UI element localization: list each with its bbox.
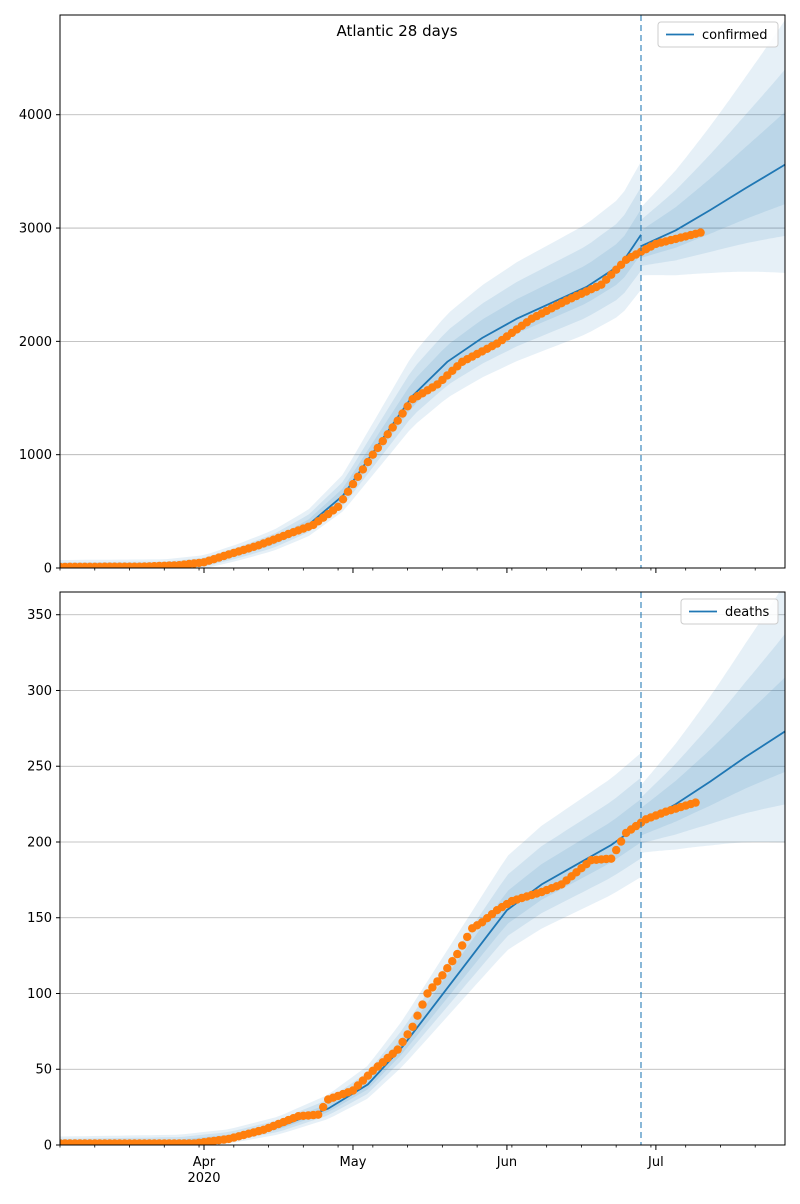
observed-point [408, 1022, 417, 1031]
uncertainty-band [641, 677, 785, 836]
forecast-line [640, 163, 785, 248]
confirmed-panel: 0 1000 2000 3000 4000 confirmed [19, 14, 786, 577]
y-tick-label: 0 [44, 562, 52, 577]
observed-point [393, 416, 402, 425]
y-tick-label: 200 [27, 835, 52, 850]
observed-point [383, 430, 392, 439]
observed-point [378, 436, 387, 446]
legend-box [657, 21, 779, 48]
uncertainty-band [641, 69, 785, 266]
y-tick-label: 150 [27, 911, 52, 926]
observed-point [398, 1037, 407, 1047]
observed-point [403, 1030, 412, 1039]
x-tick-label: Jul [647, 1155, 664, 1170]
observed-point [358, 465, 368, 474]
plot-area [60, 20, 785, 568]
observed-point [343, 487, 353, 496]
observed-point [393, 1045, 402, 1054]
uncertainty-band [641, 634, 785, 844]
observed-point [612, 845, 621, 855]
legend-box [680, 598, 779, 625]
x-tick-label: Jun [496, 1155, 517, 1170]
observed-point [348, 479, 358, 489]
legend: confirmed [657, 21, 779, 48]
y-tick-label: 50 [35, 1063, 52, 1078]
observed-point [368, 450, 377, 459]
observed-point [443, 964, 452, 973]
uncertainty-band [641, 20, 785, 276]
observed-point [691, 798, 700, 807]
uncertainty-band [641, 592, 785, 853]
observed-point [616, 837, 626, 846]
legend-label: confirmed [702, 28, 768, 43]
y-tick-label: 350 [27, 608, 52, 623]
x-tick-label: Apr [193, 1155, 216, 1170]
y-tick-label: 250 [27, 760, 52, 775]
observed-point [398, 409, 407, 418]
y-tick-label: 300 [27, 684, 52, 699]
legend-label: deaths [725, 605, 770, 620]
uncertainty-band [641, 111, 785, 258]
observed-point [696, 228, 705, 237]
observed-point [428, 983, 437, 992]
chart-title: Atlantic 28 days [336, 22, 457, 40]
observed-point [448, 957, 457, 966]
observed-point [463, 932, 472, 942]
y-tick-label: 100 [27, 987, 52, 1002]
y-tick-label: 3000 [19, 222, 52, 237]
observed-point [319, 1102, 328, 1112]
x-year-label: 2020 [187, 1171, 220, 1186]
y-tick-label: 1000 [19, 448, 52, 463]
y-tick-label: 0 [44, 1139, 52, 1154]
x-tick-label: May [340, 1155, 367, 1170]
observed-point [413, 1011, 422, 1020]
observed-point [388, 423, 397, 432]
observed-point [333, 502, 343, 511]
y-tick-label: 2000 [19, 335, 52, 350]
axes-frame [59, 14, 786, 569]
y-tick-label: 4000 [19, 108, 52, 123]
observed-point [418, 1000, 427, 1009]
observed-point [314, 1110, 323, 1119]
observed-point [373, 443, 382, 453]
legend: deaths [680, 598, 779, 625]
observed-point [438, 971, 447, 980]
observed-point [607, 854, 616, 863]
observed-point [353, 472, 363, 481]
observed-point [433, 977, 442, 986]
observed-point [423, 989, 432, 998]
uncertainty-band [60, 161, 641, 568]
observed-point [403, 402, 412, 411]
axes-frame [59, 591, 786, 1146]
observed-point [363, 457, 373, 467]
observed-point [458, 941, 467, 950]
observed-point [338, 495, 348, 504]
plot-area [60, 592, 785, 1145]
observed-point [453, 949, 462, 959]
